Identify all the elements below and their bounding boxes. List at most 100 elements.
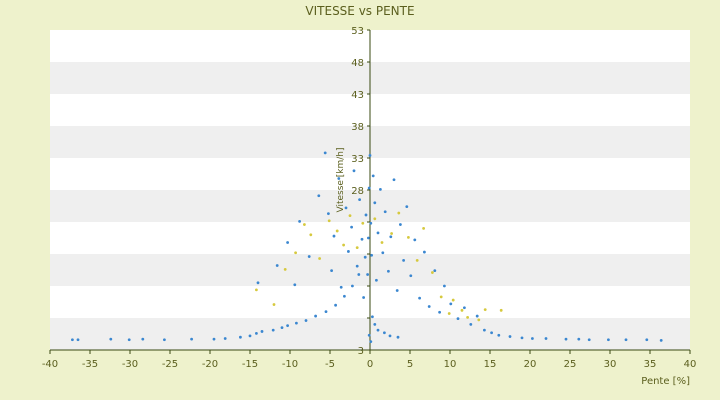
data-point (358, 198, 361, 202)
data-point (271, 328, 275, 332)
data-point (342, 243, 345, 247)
x-tick-label: -10 (282, 359, 298, 370)
data-point (373, 201, 377, 205)
data-point (383, 331, 386, 335)
data-point (275, 264, 279, 267)
data-point (366, 273, 369, 276)
data-point (396, 335, 400, 339)
data-point (483, 328, 486, 332)
data-point (431, 271, 434, 274)
y-tick-label: 38 (351, 122, 364, 133)
data-point (659, 339, 663, 342)
data-point (413, 238, 417, 242)
data-point (350, 225, 353, 229)
data-point (368, 154, 372, 157)
data-point (330, 269, 333, 273)
data-point (260, 330, 264, 333)
data-point (645, 338, 649, 342)
data-point (163, 338, 166, 342)
chart-title: VITESSE vs PENTE (305, 4, 414, 18)
data-point (76, 338, 80, 342)
data-point (531, 337, 534, 340)
data-point (380, 241, 384, 244)
data-point (415, 259, 419, 262)
data-point (360, 237, 364, 241)
x-tick-label: -35 (82, 359, 98, 370)
data-point (376, 231, 380, 235)
data-point (314, 314, 317, 318)
data-point (71, 338, 74, 342)
data-point (379, 187, 382, 191)
data-point (520, 336, 524, 340)
x-tick-label: -25 (162, 359, 178, 370)
data-point (577, 337, 581, 341)
data-point (375, 278, 378, 282)
data-point (357, 273, 361, 276)
data-point (212, 337, 216, 341)
data-point (141, 337, 145, 341)
y-tick-label: 33 (351, 154, 364, 165)
x-tick-label: 20 (524, 359, 537, 370)
x-tick-label: 15 (484, 359, 497, 370)
data-point (564, 337, 568, 341)
data-point (418, 296, 421, 300)
data-point (409, 274, 413, 278)
data-point (293, 283, 297, 287)
data-point (449, 302, 453, 306)
data-point (364, 213, 368, 217)
data-point (460, 308, 464, 312)
y-tick-label: 43 (351, 90, 364, 101)
points-layer (71, 151, 663, 344)
data-point (371, 174, 375, 178)
data-point (355, 246, 359, 250)
data-point (255, 288, 258, 292)
data-point (363, 255, 367, 259)
data-point (370, 253, 373, 257)
data-point (343, 294, 346, 298)
data-point (190, 337, 194, 341)
data-point (351, 284, 354, 288)
data-point (371, 315, 374, 319)
data-point (298, 219, 301, 223)
data-point (303, 223, 306, 226)
x-tick-label: 30 (604, 359, 617, 370)
data-point (295, 321, 298, 325)
data-point (367, 186, 371, 190)
data-point (499, 308, 503, 312)
data-point (355, 264, 359, 268)
data-point (127, 338, 131, 342)
data-point (327, 212, 330, 216)
data-point (483, 308, 487, 312)
data-point (369, 221, 373, 225)
data-point (280, 326, 284, 329)
data-point (407, 235, 410, 239)
data-point (607, 338, 610, 342)
data-point (381, 251, 385, 255)
y-axis-label: Vitesse [km/h] (336, 147, 346, 212)
x-axis: -40 -35 -30 -25 -20 -15 -10 -5 0 5 10 15 20 25 30 35 40 (42, 349, 697, 370)
data-point (361, 221, 365, 225)
data-point (223, 337, 227, 340)
data-point (388, 334, 392, 338)
data-point (294, 251, 297, 255)
data-point (433, 269, 437, 273)
x-tick-label: 10 (444, 359, 457, 370)
data-point (383, 210, 387, 214)
data-point (447, 312, 451, 315)
data-point (508, 335, 512, 338)
data-point (304, 319, 308, 322)
data-point (362, 296, 365, 299)
data-point (405, 205, 409, 209)
data-point (397, 211, 401, 215)
data-point (477, 318, 481, 322)
data-point (392, 178, 396, 182)
y-tick-label: 28 (351, 186, 364, 197)
data-point (348, 214, 352, 218)
data-point (399, 223, 402, 226)
data-point (466, 315, 469, 319)
x-tick-label: 40 (684, 359, 697, 370)
data-point (347, 250, 350, 253)
data-point (469, 323, 473, 326)
data-point (369, 340, 373, 344)
data-point (373, 217, 377, 221)
